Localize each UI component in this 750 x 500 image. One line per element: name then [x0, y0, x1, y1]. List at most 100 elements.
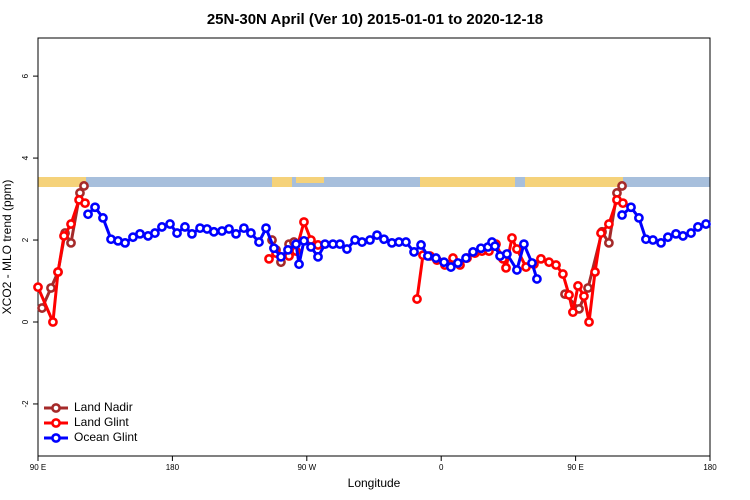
plot-frame [37, 37, 711, 457]
data-point [165, 219, 175, 229]
data-point [401, 237, 411, 247]
land-band [38, 177, 86, 187]
data-point [80, 198, 90, 209]
ocean-band [38, 177, 710, 187]
legend-item: Land Glint [44, 415, 129, 429]
legend-label: Land Nadir [74, 400, 133, 414]
data-point [564, 290, 574, 300]
data-point [573, 281, 583, 291]
data-point [439, 257, 449, 268]
data-point [254, 237, 264, 247]
y-tick-label: 0 [21, 319, 30, 324]
data-point [617, 210, 627, 220]
data-point [527, 258, 537, 268]
data-point [98, 213, 108, 223]
data-point [239, 223, 249, 234]
data-point [209, 226, 219, 237]
data-point [224, 224, 234, 234]
data-point [46, 283, 56, 293]
data-point [79, 181, 89, 191]
data-point [453, 258, 463, 268]
legend-marker [51, 433, 61, 443]
land-band [525, 177, 623, 187]
data-point [283, 244, 293, 255]
data-point [313, 251, 323, 262]
data-point [617, 181, 627, 191]
data-point [276, 251, 286, 262]
data-point [412, 294, 422, 304]
y-tick-label: 4 [21, 155, 30, 160]
data-point [365, 235, 375, 245]
data-point [678, 231, 688, 241]
data-point [468, 247, 478, 257]
land-band [296, 177, 324, 183]
legend-label: Land Glint [74, 415, 129, 429]
x-tick-label: 90 E [30, 463, 46, 472]
data-point [357, 237, 367, 247]
data-point [446, 262, 456, 272]
data-point [532, 274, 542, 284]
data-point [512, 265, 522, 275]
x-tick-label: 0 [439, 463, 444, 472]
y-tick-label: -2 [21, 400, 30, 408]
data-point [299, 217, 309, 227]
data-point [416, 240, 426, 250]
data-point [180, 222, 190, 232]
data-point [551, 260, 561, 270]
data-point [66, 238, 76, 248]
data-point [269, 243, 279, 254]
data-point [53, 267, 63, 277]
data-point [372, 230, 382, 241]
data-point [648, 235, 658, 245]
data-point [686, 228, 696, 238]
data-point [512, 244, 522, 254]
data-point [90, 202, 100, 213]
data-point [83, 209, 93, 220]
data-point [291, 239, 301, 250]
data-point [264, 253, 274, 264]
data-point [150, 228, 160, 238]
data-point [379, 234, 389, 245]
data-point [502, 249, 512, 259]
legend-marker [51, 418, 61, 428]
data-point [59, 231, 69, 241]
data-point [33, 282, 43, 293]
land-band [420, 177, 515, 187]
data-point [423, 251, 433, 261]
y-tick-label: 6 [21, 73, 30, 78]
y-tick-label: 2 [21, 237, 30, 242]
land-band [272, 177, 292, 187]
y-axis-title: XCO2 - MLO trend (ppm) [0, 180, 14, 315]
data-point [335, 239, 345, 250]
data-point [306, 242, 316, 252]
data-point [261, 223, 271, 234]
data-point [604, 219, 614, 229]
data-point [66, 219, 76, 229]
data-point [48, 317, 58, 327]
data-point [231, 228, 241, 239]
data-point [604, 238, 614, 248]
data-point [536, 253, 546, 264]
data-point [656, 238, 666, 248]
data-point [590, 267, 600, 277]
x-tick-label: 90 W [297, 463, 316, 472]
data-point [294, 259, 304, 270]
data-point [342, 244, 352, 254]
data-point [431, 253, 441, 263]
data-point [634, 213, 644, 223]
data-point [618, 198, 628, 209]
data-point [409, 247, 419, 257]
land-ocean-band [38, 177, 710, 187]
data-point [172, 228, 182, 238]
data-point [579, 291, 589, 302]
data-point [583, 283, 593, 293]
data-point [461, 253, 471, 263]
data-point [662, 232, 673, 243]
data-point [299, 235, 309, 246]
data-point [120, 238, 130, 248]
data-point [693, 222, 703, 232]
data-point [596, 228, 606, 238]
data-point [568, 307, 578, 318]
data-point [135, 228, 145, 239]
